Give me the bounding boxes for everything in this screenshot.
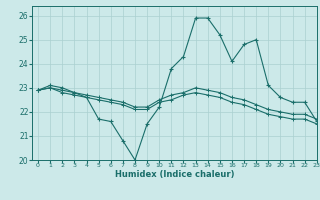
X-axis label: Humidex (Indice chaleur): Humidex (Indice chaleur) bbox=[115, 170, 234, 179]
